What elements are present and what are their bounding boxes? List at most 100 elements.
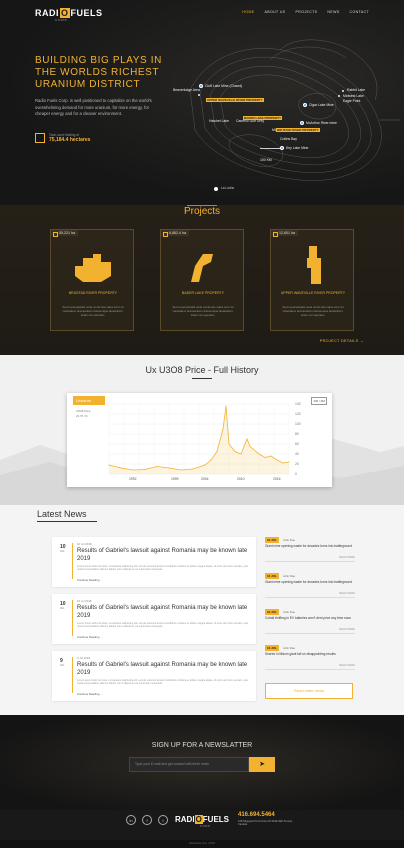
data-point bbox=[252, 448, 254, 450]
price-chart-card bbox=[67, 393, 332, 487]
nav-about[interactable]: ABOUT US bbox=[264, 10, 286, 14]
news-month: JUL bbox=[60, 550, 65, 553]
read-more-link[interactable]: READ MORE bbox=[339, 556, 355, 559]
read-more-link[interactable]: READ MORE bbox=[339, 628, 355, 631]
news-item[interactable]: 10 JUL 10 Jul 2018 Results of Gabriel's … bbox=[52, 594, 256, 644]
continue-reading-link[interactable]: Continue Reading → bbox=[77, 578, 103, 582]
newsletter-title: SIGN UP FOR A NEWSLATTER bbox=[151, 742, 253, 749]
project-details-link[interactable]: PROJECT DETAILS → bbox=[320, 339, 364, 343]
hero-section: RADI O FUELS CORP HOME ABOUT US PROJECTS N… bbox=[0, 0, 404, 205]
news-headline[interactable]: Results of Gabriel's lawsuit against Rom… bbox=[77, 605, 248, 619]
data-point bbox=[132, 469, 134, 471]
read-more-link[interactable]: READ MORE bbox=[339, 664, 355, 667]
map-pin-keylake[interactable] bbox=[280, 146, 284, 150]
news-accent-bar bbox=[72, 657, 73, 693]
y-tick-label: 100 bbox=[295, 422, 301, 426]
project-desc: Sed ut perspiciatis unde omnis iste natu… bbox=[172, 305, 234, 317]
data-point bbox=[192, 468, 194, 470]
logo-subtitle: CORP bbox=[55, 18, 68, 22]
read-more-link[interactable]: READ MORE bbox=[339, 592, 355, 595]
data-point bbox=[276, 459, 278, 461]
project-name: BRUSTAD RIVER PROPERTY bbox=[68, 291, 118, 295]
news-headline[interactable]: Results of Gabriel's lawsuit against Rom… bbox=[77, 662, 248, 676]
side-news-item[interactable]: 10 JUL John Doe Shares in lithium giant … bbox=[265, 645, 355, 673]
side-news-item[interactable]: 10 JUL John Doe Cobalt thrifting in EV b… bbox=[265, 609, 355, 637]
paper-plane-icon[interactable]: ➤ bbox=[249, 757, 275, 772]
news-item[interactable]: 10 JUL 10 Jul 2018 Results of Gabriel's … bbox=[52, 537, 256, 587]
side-news-title[interactable]: Shares in lithium giant fall on disappoi… bbox=[265, 652, 336, 656]
map-pin-mcarthur[interactable] bbox=[300, 121, 304, 125]
map-dot bbox=[338, 95, 341, 98]
twitter-icon[interactable]: t bbox=[158, 815, 168, 825]
chart-tab-uranium[interactable]: Uranium bbox=[73, 396, 105, 405]
footer-phone[interactable]: 416.694.5464 bbox=[238, 812, 275, 818]
hero-body: Radio Fuels Corp. is well positioned to … bbox=[35, 98, 152, 116]
side-news-title[interactable]: Cobalt thrifting in EV batteries won't d… bbox=[265, 616, 352, 620]
linkedin-icon[interactable]: in bbox=[126, 815, 136, 825]
side-news-title[interactable]: Giant mine opening waste for decades tur… bbox=[265, 544, 353, 548]
continue-reading-label: Continue Reading bbox=[77, 692, 100, 696]
map-scale: 100 KM bbox=[260, 158, 272, 162]
news-headline[interactable]: Results of Gabriel's lawsuit against Rom… bbox=[77, 548, 248, 562]
nav-news[interactable]: NEWS bbox=[327, 10, 340, 14]
news-underline bbox=[37, 521, 97, 522]
continue-reading-link[interactable]: Continue Reading → bbox=[77, 635, 103, 639]
y-tick-label: 140 bbox=[295, 402, 301, 406]
scroll-indicator[interactable] bbox=[214, 187, 218, 191]
project-card-bader[interactable]: 6,882.4 ha BADER LAKE PROPERTY Sed ut pe… bbox=[160, 229, 244, 331]
map-label-beaverlodge: Beaverlodge Area bbox=[173, 88, 200, 92]
region-map bbox=[189, 39, 400, 181]
news-accent-bar bbox=[72, 543, 73, 579]
news-date: 10 Jul 2018 bbox=[77, 542, 92, 546]
x-tick-label: 1992 bbox=[129, 477, 137, 481]
waveville-shape-icon bbox=[307, 246, 321, 284]
y-tick-label: 60 bbox=[295, 442, 299, 446]
news-day: 9 bbox=[60, 658, 63, 664]
divider bbox=[265, 597, 355, 598]
facebook-icon[interactable]: f bbox=[142, 815, 152, 825]
news-excerpt: Lorem ipsum dolor sit amet, consectetur … bbox=[77, 679, 249, 686]
data-point bbox=[258, 453, 260, 455]
read-older-news-button[interactable]: Read older news bbox=[265, 683, 353, 699]
data-point bbox=[225, 405, 227, 407]
site-logo[interactable]: RADI O FUELS bbox=[35, 8, 103, 18]
map-label-rabbit: Rabbit Lake bbox=[347, 88, 366, 92]
nav-home[interactable]: HOME bbox=[242, 10, 255, 14]
map-tag-bader[interactable]: BADER LAKE PROPERTY bbox=[243, 116, 283, 120]
land-holding: Total Land Holding of 75,184.4 hectares bbox=[35, 133, 90, 143]
data-point bbox=[240, 453, 242, 455]
side-news-author: John Doe bbox=[283, 646, 295, 650]
side-news-item[interactable]: 10 JUL John Doe Giant mine opening waste… bbox=[265, 537, 355, 565]
map-tag-brustad[interactable]: BRUSTAD RIVER PROPERTY bbox=[276, 128, 320, 132]
side-news-date-badge: 10 JUL bbox=[265, 537, 279, 543]
news-item[interactable]: 9 JUL 9 Jul 2018 Results of Gabriel's la… bbox=[52, 651, 256, 701]
project-card-upper-waveville[interactable]: 12,801 ha UPPER WAVEVILLE RIVER PROPERTY… bbox=[270, 229, 354, 331]
continue-reading-link[interactable]: Continue Reading → bbox=[77, 692, 103, 696]
side-news-date-badge: 10 JUL bbox=[265, 645, 279, 651]
project-name: UPPER WAVEVILLE RIVER PROPERTY bbox=[280, 291, 346, 295]
footer-logo[interactable]: RADIOFUELS bbox=[175, 815, 230, 824]
x-tick-label: 2016 bbox=[273, 477, 281, 481]
map-pin-cigar[interactable] bbox=[303, 103, 307, 107]
side-news-title[interactable]: Giant mine opening waste for decades tur… bbox=[265, 580, 353, 584]
y-tick-label: 80 bbox=[295, 432, 299, 436]
map-pin-cluff[interactable] bbox=[199, 84, 203, 88]
data-point bbox=[216, 451, 218, 452]
nav-contact[interactable]: CONTACT bbox=[349, 10, 369, 14]
map-label-cameco: Cameco Gulf Grey bbox=[236, 119, 265, 123]
project-name: BADER LAKE PROPERTY bbox=[181, 291, 225, 295]
section-divider bbox=[187, 205, 217, 206]
data-point bbox=[168, 467, 170, 469]
side-news-item[interactable]: 10 JUL John Doe Giant mine opening waste… bbox=[265, 573, 355, 601]
map-tag-upper-waveville[interactable]: UPPER WAVEVILLE RIVER PROPERTY bbox=[206, 98, 264, 102]
map-label-keylake: Key Lake Mine bbox=[286, 146, 309, 150]
newsletter-email-input[interactable]: Type your E-mail and get contact with fr… bbox=[129, 757, 249, 772]
news-month: JUL bbox=[60, 664, 65, 667]
data-point bbox=[228, 443, 230, 445]
nav-projects[interactable]: PROJECTS bbox=[295, 10, 318, 14]
range-toggle-button[interactable]: 1W / 1M bbox=[311, 397, 327, 405]
side-news-author: John Doe bbox=[283, 610, 295, 614]
project-card-brustad[interactable]: 55,221 ha BRUSTAD RIVER PROPERTY Sed ut … bbox=[50, 229, 134, 331]
project-details-label: PROJECT DETAILS bbox=[319, 339, 359, 343]
data-point bbox=[282, 462, 284, 464]
